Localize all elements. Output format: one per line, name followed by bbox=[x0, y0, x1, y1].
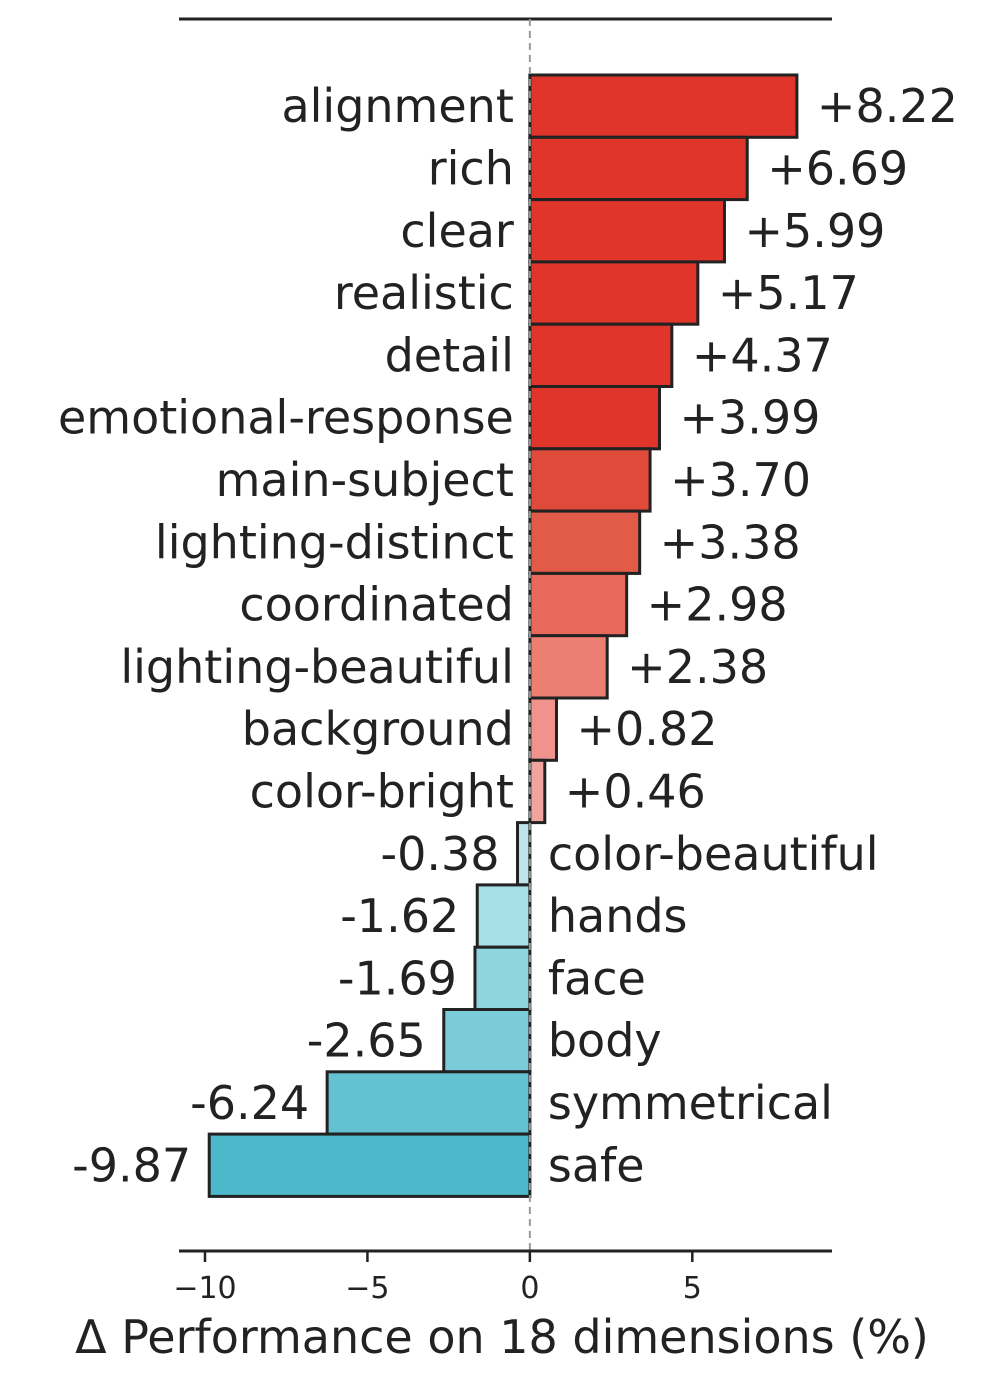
value-label: -6.24 bbox=[190, 1076, 309, 1130]
x-axis-ticks: −10 −5 0 5 bbox=[173, 1251, 702, 1306]
bar-detail bbox=[528, 322, 674, 389]
value-label: -2.65 bbox=[307, 1014, 426, 1068]
category-label: background bbox=[242, 702, 514, 756]
value-label: -0.38 bbox=[380, 827, 499, 881]
bar-body bbox=[442, 1008, 532, 1074]
bar-color-bright bbox=[528, 758, 547, 825]
bar-background bbox=[528, 696, 559, 762]
bars-group bbox=[207, 73, 799, 1198]
x-tick-label: −5 bbox=[345, 1271, 389, 1306]
x-tick-label: 5 bbox=[683, 1271, 702, 1306]
value-label: +4.37 bbox=[692, 328, 833, 382]
category-label: lighting-distinct bbox=[155, 515, 514, 569]
value-label: +0.46 bbox=[565, 764, 706, 818]
category-label: safe bbox=[548, 1138, 645, 1192]
category-label: lighting-beautiful bbox=[120, 640, 513, 694]
category-label: hands bbox=[548, 889, 688, 943]
x-tick-label: 0 bbox=[520, 1271, 539, 1306]
value-label: +2.98 bbox=[647, 578, 788, 632]
category-label: alignment bbox=[281, 79, 513, 133]
bar-lighting-distinct bbox=[528, 509, 642, 575]
value-label: -1.62 bbox=[340, 889, 459, 943]
category-label: realistic bbox=[334, 266, 514, 320]
category-label: rich bbox=[428, 141, 514, 195]
value-label: -1.69 bbox=[338, 951, 457, 1005]
bar-emotional-response bbox=[528, 385, 661, 451]
category-label: body bbox=[548, 1014, 662, 1068]
bar-coordinated bbox=[528, 571, 629, 638]
bar-alignment bbox=[528, 73, 799, 139]
bar-color-beautiful bbox=[516, 821, 532, 887]
value-label: +8.22 bbox=[817, 79, 958, 133]
category-label: main-subject bbox=[216, 453, 514, 507]
value-label: +6.69 bbox=[767, 141, 908, 195]
bar-safe bbox=[207, 1132, 532, 1198]
value-label: +3.70 bbox=[670, 453, 811, 507]
x-tick-label: −10 bbox=[173, 1271, 236, 1306]
category-label: face bbox=[548, 951, 646, 1005]
category-label: symmetrical bbox=[548, 1076, 833, 1130]
category-label: emotional-response bbox=[58, 391, 514, 445]
x-axis-title: Δ Performance on 18 dimensions (%) bbox=[75, 1310, 929, 1364]
category-label: clear bbox=[400, 204, 514, 258]
bar-hands bbox=[475, 883, 532, 949]
value-label: +2.38 bbox=[627, 640, 768, 694]
value-label: -9.87 bbox=[72, 1138, 191, 1192]
category-label: coordinated bbox=[239, 578, 514, 632]
value-label: +5.17 bbox=[718, 266, 859, 320]
bar-rich bbox=[528, 135, 749, 202]
value-label: +3.99 bbox=[679, 391, 820, 445]
category-label: color-bright bbox=[250, 764, 514, 818]
bar-symmetrical bbox=[325, 1070, 532, 1136]
category-labels: alignment rich clear realistic detail emotion… bbox=[58, 79, 879, 1192]
bar-main-subject bbox=[528, 447, 652, 513]
value-label: +5.99 bbox=[744, 204, 885, 258]
value-label: +0.82 bbox=[577, 702, 718, 756]
bar-lighting-beautiful bbox=[528, 634, 609, 700]
category-label: detail bbox=[385, 328, 514, 382]
bar-face bbox=[473, 945, 532, 1012]
category-label: color-beautiful bbox=[548, 827, 879, 881]
value-labels: +8.22 +6.69 +5.99 +5.17 +4.37 +3.99 +3.70 +3.38… bbox=[72, 79, 958, 1192]
bar-clear bbox=[528, 198, 726, 264]
value-label: +3.38 bbox=[660, 515, 801, 569]
bar-realistic bbox=[528, 260, 700, 326]
